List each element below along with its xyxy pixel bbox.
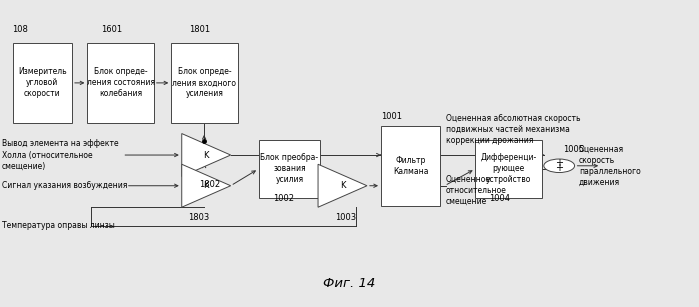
FancyBboxPatch shape: [475, 140, 542, 198]
FancyBboxPatch shape: [13, 43, 72, 123]
Text: 1803: 1803: [189, 213, 210, 222]
Text: 1001: 1001: [381, 112, 402, 121]
Text: Оцененное
относительное
смещение: Оцененное относительное смещение: [446, 175, 507, 206]
Polygon shape: [318, 164, 367, 207]
Text: 1005: 1005: [563, 145, 584, 154]
Text: 1802: 1802: [199, 180, 220, 188]
Text: 1801: 1801: [189, 25, 210, 34]
Text: 1004: 1004: [489, 194, 510, 203]
Text: Сигнал указания возбуждения: Сигнал указания возбуждения: [2, 181, 127, 190]
Text: Блок опреде-
ления входного
усиления: Блок опреде- ления входного усиления: [173, 67, 236, 99]
Text: Оцененная
скорость
параллельного
движения: Оцененная скорость параллельного движени…: [579, 145, 640, 187]
Text: Фиг. 14: Фиг. 14: [324, 277, 375, 290]
Text: K: K: [203, 150, 209, 160]
Text: Температура оправы линзы: Температура оправы линзы: [2, 221, 115, 230]
FancyBboxPatch shape: [87, 43, 154, 123]
Text: Блок опреде-
ления состояния
колебания: Блок опреде- ления состояния колебания: [87, 67, 154, 99]
Text: 108: 108: [13, 25, 29, 34]
Text: Вывод элемента на эффекте
Холла (относительное
смещение): Вывод элемента на эффекте Холла (относит…: [2, 139, 119, 171]
FancyBboxPatch shape: [259, 140, 320, 198]
Circle shape: [544, 159, 575, 173]
Text: Дифференци-
рующее
устройство: Дифференци- рующее устройство: [480, 153, 537, 185]
Text: 1002: 1002: [273, 194, 294, 203]
Text: Оцененная абсолютная скорость
подвижных частей механизма
коррекции дрожания: Оцененная абсолютная скорость подвижных …: [446, 114, 580, 145]
Polygon shape: [182, 164, 231, 207]
Text: 1601: 1601: [101, 25, 122, 34]
Polygon shape: [182, 134, 231, 177]
Text: K: K: [340, 181, 345, 190]
Text: Фильтр
Калмана: Фильтр Калмана: [393, 156, 428, 176]
Text: +: +: [555, 158, 563, 168]
Text: Блок преобра-
зования
усилия: Блок преобра- зования усилия: [260, 153, 319, 185]
FancyBboxPatch shape: [381, 126, 440, 206]
Text: K: K: [203, 181, 209, 190]
Text: 1003: 1003: [336, 213, 356, 222]
Text: Измеритель
угловой
скорости: Измеритель угловой скорости: [18, 67, 66, 99]
FancyBboxPatch shape: [171, 43, 238, 123]
Text: +: +: [555, 163, 563, 173]
